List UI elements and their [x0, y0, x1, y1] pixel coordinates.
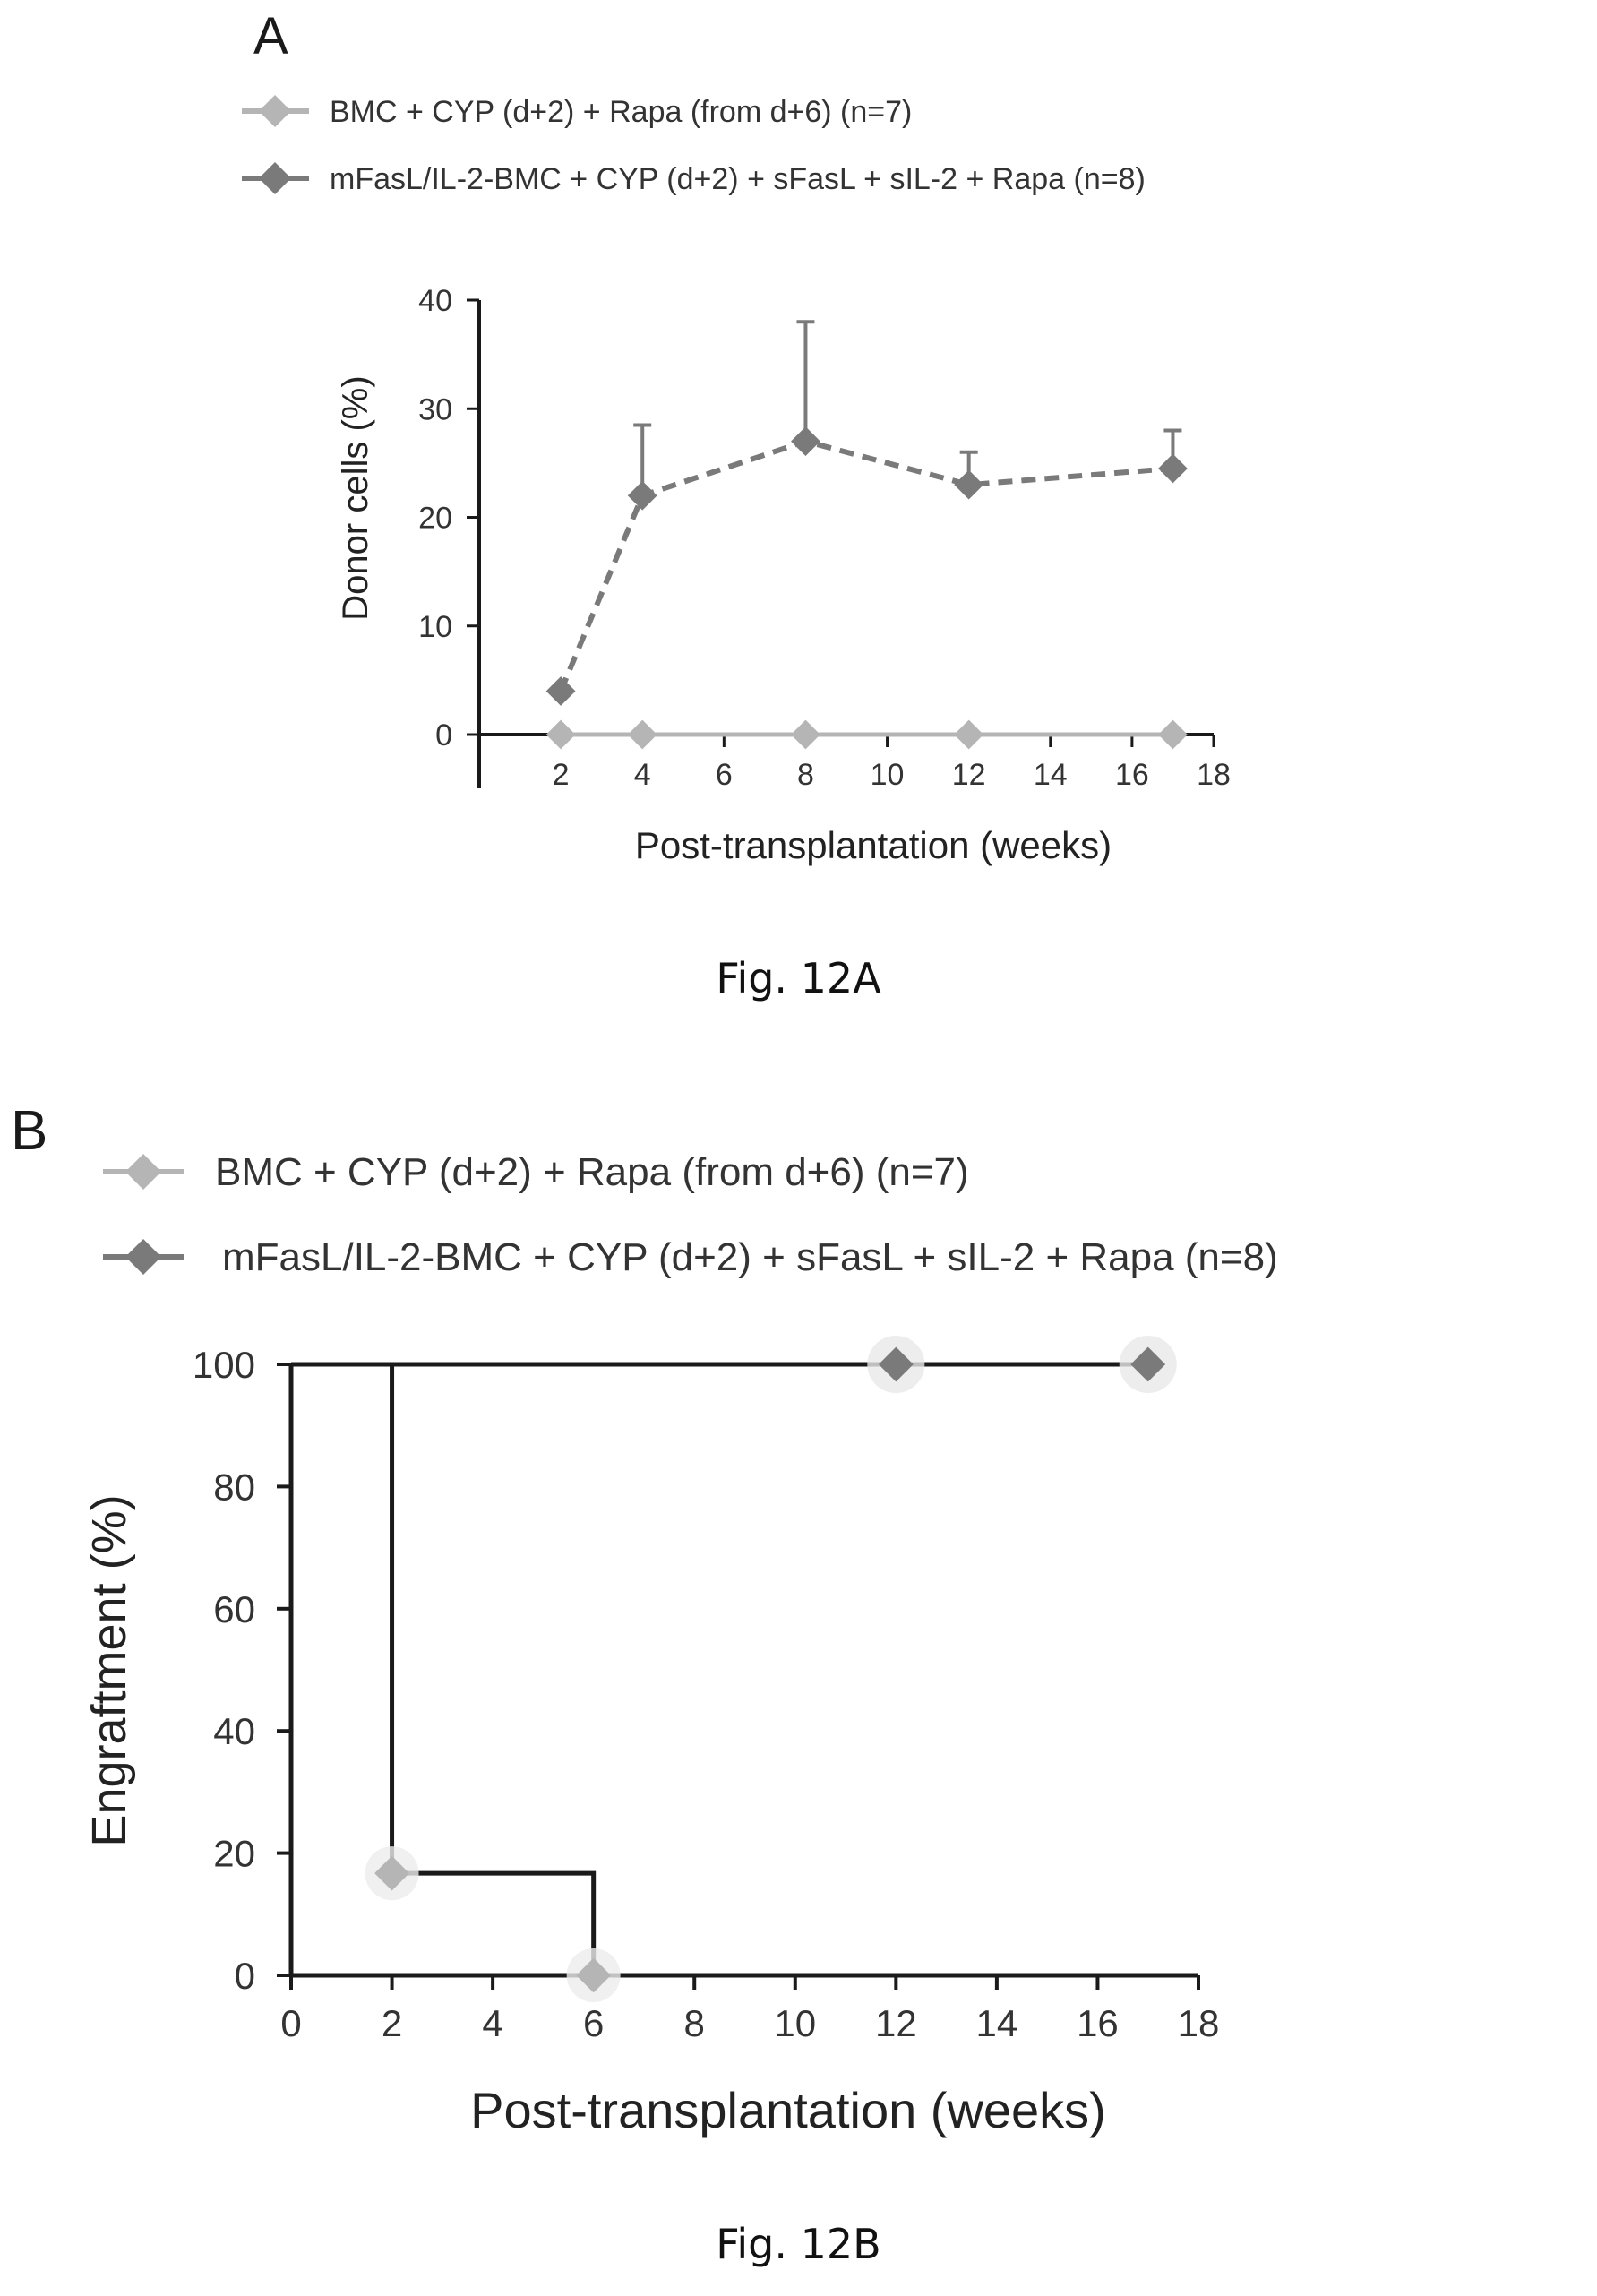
series-a-treated-line — [561, 442, 1172, 692]
legend-a-item-treated: mFasL/IL-2-BMC + CYP (d+2) + sFasL + sIL… — [242, 162, 1146, 196]
legend-a-control-label: BMC + CYP (d+2) + Rapa (from d+6) (n=7) — [330, 95, 912, 129]
panel-a: A BMC + CYP (d+2) + Rapa (from d+6) (n=7… — [242, 7, 1231, 866]
y-tick-label-b: 20 — [213, 1833, 255, 1875]
y-tick-label-b: 80 — [213, 1466, 255, 1508]
x-tick-label-b: 12 — [875, 2002, 917, 2044]
x-tick-label-a: 18 — [1197, 758, 1231, 792]
ylabel-a: Donor cells (%) — [336, 375, 375, 620]
series-a-treated-point — [629, 482, 656, 509]
x-tick-label-a: 14 — [1034, 758, 1068, 792]
series-a-control-point — [792, 721, 819, 748]
legend-a: BMC + CYP (d+2) + Rapa (from d+6) (n=7) … — [242, 95, 1146, 196]
x-tick-label-b: 4 — [482, 2002, 502, 2044]
x-tick-label-b: 8 — [684, 2002, 705, 2044]
legend-b-treated-marker — [125, 1239, 161, 1275]
caption-b: Fig. 12B — [0, 2220, 1597, 2268]
series-a-control-point — [629, 721, 656, 748]
xlabel-a: Post-transplantation (weeks) — [635, 824, 1112, 866]
x-tick-label-b: 2 — [382, 2002, 402, 2044]
x-tick-label-a: 2 — [553, 758, 570, 792]
series-a-control-point — [956, 721, 983, 748]
legend-a-treated-marker — [259, 162, 291, 194]
y-tick-label-b: 0 — [235, 1955, 255, 1997]
x-tick-label-a: 10 — [871, 758, 905, 792]
series-a-control-point — [547, 721, 574, 748]
x-tick-label-b: 6 — [583, 2002, 604, 2044]
legend-a-control-marker — [259, 95, 291, 127]
ylabel-b: Engraftment (%) — [82, 1494, 136, 1846]
x-tick-label-a: 16 — [1115, 758, 1149, 792]
series-a-control-point — [1159, 721, 1186, 748]
legend-a-item-control: BMC + CYP (d+2) + Rapa (from d+6) (n=7) — [242, 95, 912, 129]
xlabel-b: Post-transplantation (weeks) — [470, 2082, 1106, 2138]
x-tick-label-a: 4 — [634, 758, 651, 792]
x-tick-label-b: 18 — [1178, 2002, 1220, 2044]
series-a-treated-point — [956, 471, 983, 498]
x-tick-label-a: 12 — [952, 758, 986, 792]
series-a-treated-point — [792, 428, 819, 455]
series-b-control-step — [291, 1364, 594, 1975]
x-tick-label-b: 0 — [280, 2002, 301, 2044]
series-a-treated-point — [547, 678, 574, 705]
y-tick-label-b: 40 — [213, 1710, 255, 1752]
panel-b-letter: B — [11, 1100, 47, 1162]
panel-b: B BMC + CYP (d+2) + Rapa (from d+6) (n=7… — [11, 1100, 1278, 2138]
x-tick-label-b: 10 — [774, 2002, 816, 2044]
x-tick-label-a: 6 — [716, 758, 733, 792]
caption-a: Fig. 12A — [0, 954, 1597, 1002]
axes-b: 0 20 40 60 80 100 0 2 4 6 8 10 12 14 16 18 — [193, 1336, 1219, 2044]
x-tick-label-b: 14 — [976, 2002, 1018, 2044]
series-a-treated-point — [1159, 455, 1186, 482]
legend-b: BMC + CYP (d+2) + Rapa (from d+6) (n=7) … — [103, 1150, 1278, 1279]
legend-b-item-treated: mFasL/IL-2-BMC + CYP (d+2) + sFasL + sIL… — [103, 1235, 1278, 1279]
y-tick-label-b: 100 — [193, 1344, 255, 1386]
x-tick-label-a: 8 — [797, 758, 814, 792]
legend-b-control-label: BMC + CYP (d+2) + Rapa (from d+6) (n=7) — [215, 1150, 969, 1194]
y-tick-label-a: 10 — [418, 610, 452, 644]
panel-a-letter: A — [253, 7, 288, 65]
x-tick-label-b: 16 — [1077, 2002, 1119, 2044]
axes-a: 0 10 20 30 40 2 4 6 8 10 12 14 16 18 — [418, 284, 1231, 792]
legend-a-treated-label: mFasL/IL-2-BMC + CYP (d+2) + sFasL + sIL… — [330, 162, 1146, 196]
legend-b-item-control: BMC + CYP (d+2) + Rapa (from d+6) (n=7) — [103, 1150, 969, 1194]
legend-b-control-marker — [125, 1154, 161, 1190]
legend-b-treated-label: mFasL/IL-2-BMC + CYP (d+2) + sFasL + sIL… — [222, 1235, 1278, 1279]
y-tick-label-a: 40 — [418, 284, 452, 318]
y-tick-label-a: 30 — [418, 392, 452, 426]
y-tick-label-b: 60 — [213, 1588, 255, 1630]
y-tick-label-a: 0 — [435, 718, 452, 752]
y-tick-label-a: 20 — [418, 502, 452, 536]
